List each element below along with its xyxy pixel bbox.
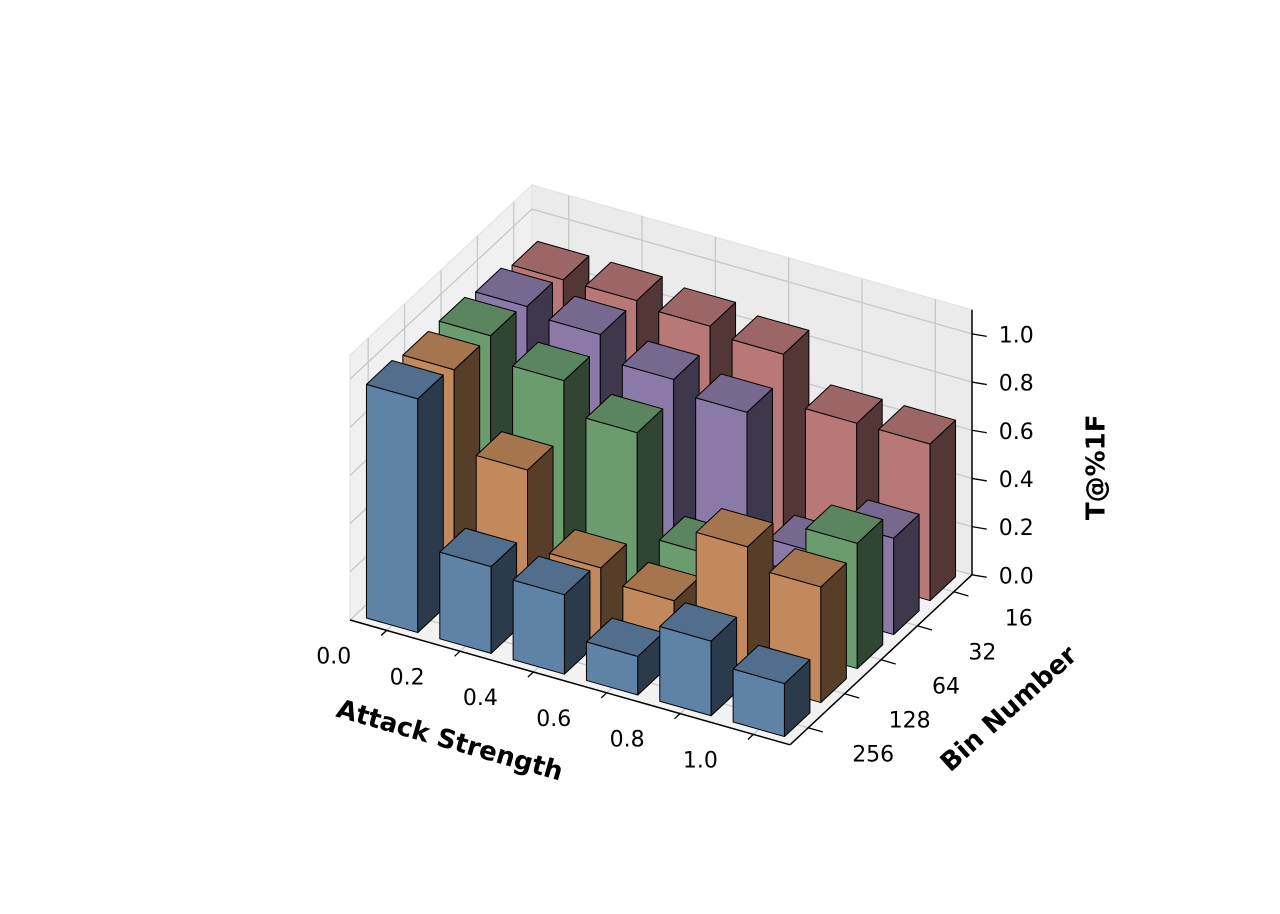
bar-top	[548, 295, 627, 336]
z-tick-label: 0.8	[999, 372, 1034, 397]
bar-side	[820, 562, 847, 704]
x-tick	[674, 713, 681, 720]
z-tick	[971, 429, 987, 434]
bar-top	[512, 555, 591, 596]
y-tick-label: 64	[932, 674, 960, 699]
bar	[439, 527, 518, 654]
x-tick-label: 1.0	[683, 749, 718, 774]
bar-front	[365, 383, 419, 634]
bar-top	[475, 431, 554, 471]
x-tick-label: 0.6	[536, 707, 571, 732]
z-tick-label: 0.0	[999, 564, 1034, 589]
bar-top	[549, 529, 627, 569]
bar	[732, 644, 811, 738]
x-tick-label: 0.8	[610, 728, 645, 753]
x-tick	[600, 692, 608, 699]
z-axis-title: T@%1F	[1082, 414, 1112, 520]
bar-top	[475, 267, 553, 308]
bar-top	[659, 602, 738, 642]
y-tick-label: 32	[968, 640, 996, 665]
grid-line	[349, 208, 973, 380]
bar-top	[511, 240, 590, 281]
bar-top	[878, 405, 957, 445]
z-tick-label: 0.6	[999, 420, 1034, 445]
x-tick	[747, 733, 754, 740]
bar-top	[658, 287, 737, 327]
y-tick	[953, 591, 969, 597]
bar-front	[439, 551, 492, 654]
bar-front	[512, 579, 565, 675]
bar-top	[769, 548, 847, 588]
bar-top	[584, 261, 663, 302]
bar-top	[695, 508, 774, 548]
y-tick	[844, 693, 860, 699]
x-tick-label: 0.0	[316, 645, 351, 670]
y-tick-label: 128	[889, 708, 931, 733]
x-tick	[454, 650, 461, 657]
bars	[365, 240, 957, 738]
z-tick-label: 1.0	[999, 323, 1034, 348]
bar	[585, 617, 664, 696]
bar	[659, 602, 738, 717]
z-tick	[971, 477, 987, 482]
z-tick-label: 0.2	[999, 516, 1034, 541]
bar-side	[929, 419, 957, 602]
z-tick	[971, 574, 987, 578]
bar	[365, 360, 444, 634]
x-tick-label: 0.2	[390, 665, 425, 690]
y-tick	[917, 625, 933, 631]
bar-top	[402, 330, 481, 371]
bar-top	[438, 296, 517, 337]
bar-top	[439, 527, 518, 568]
bar-top	[585, 393, 664, 434]
x-axis-title: Attack Strength	[333, 694, 566, 787]
x-tick	[380, 629, 388, 636]
x-tick	[527, 671, 534, 678]
bar-top	[731, 315, 810, 355]
y-tick	[880, 659, 896, 665]
bar	[512, 555, 591, 675]
bar-top	[695, 373, 773, 413]
y-axis	[789, 574, 973, 746]
bar-top	[512, 341, 590, 382]
bar-top	[732, 644, 811, 685]
y-tick-label: 16	[1005, 606, 1033, 631]
y-axis-title: Bin Number	[935, 640, 1084, 778]
bar-front	[659, 626, 712, 717]
bar-top	[365, 360, 444, 400]
bar-top	[621, 340, 700, 380]
bar-top	[804, 384, 883, 424]
x-axis	[349, 619, 791, 746]
bar-top	[805, 504, 884, 544]
z-tick	[971, 333, 987, 338]
z-tick-label: 0.4	[999, 468, 1034, 493]
y-tick	[808, 727, 824, 733]
z-tick	[971, 381, 987, 386]
y-tick-label: 256	[852, 742, 894, 767]
x-tick-label: 0.4	[463, 686, 498, 711]
z-tick	[971, 525, 987, 530]
bar-side	[856, 519, 884, 670]
